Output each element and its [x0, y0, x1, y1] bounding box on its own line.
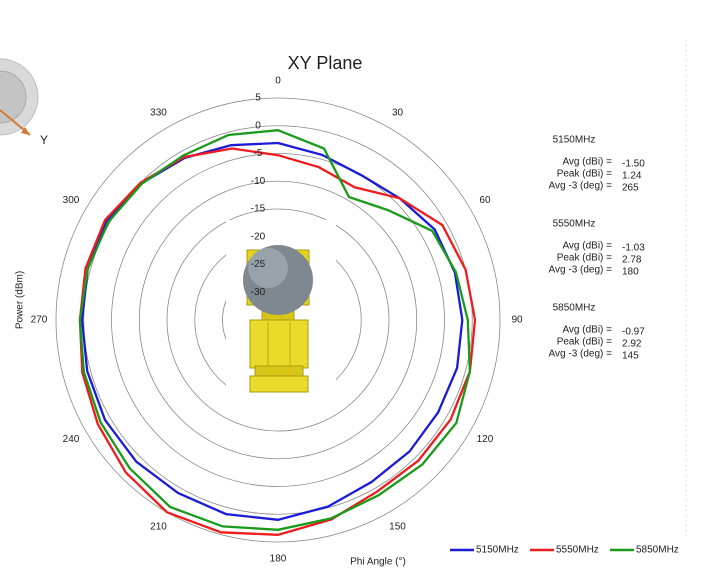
stats-label: Avg -3 (deg) =	[549, 349, 613, 360]
legend-label: 5850MHz	[636, 545, 679, 556]
series-line	[78, 129, 472, 531]
series-line	[78, 147, 477, 536]
antenna-image	[226, 220, 336, 412]
radial-tick-label: 5	[255, 93, 261, 104]
angle-tick-label: 90	[511, 315, 523, 326]
stats-value: 180	[622, 267, 639, 278]
chart-title: XY Plane	[288, 53, 363, 73]
stats-label: Avg -3 (deg) =	[549, 265, 613, 276]
angle-tick-label: 300	[63, 195, 80, 206]
series-line	[80, 141, 464, 521]
radial-tick-label: -15	[251, 204, 266, 215]
stats-panel: 5150MHz Avg (dBi) = -1.50 Peak (dBi) = 1.24 A…	[549, 135, 646, 362]
stats-value: 265	[622, 183, 639, 194]
grid-circle	[111, 153, 445, 487]
angle-tick-label: 30	[392, 108, 404, 119]
radial-tick-label: 0	[255, 120, 261, 131]
angle-tick-label: 240	[63, 434, 80, 445]
radial-tick-labels: 5 0 -5 -10 -15 -20 -25 -30	[251, 93, 266, 298]
series-lines	[78, 129, 477, 536]
legend-label: 5550MHz	[556, 545, 599, 556]
grid-circle	[166, 208, 390, 432]
axis-icon	[0, 58, 39, 136]
stats-label: Avg (dBi) =	[562, 241, 612, 252]
angle-tick-label: 330	[150, 108, 167, 119]
grid-circle	[138, 180, 418, 460]
stats-value: -1.03	[622, 243, 645, 254]
stats-value: 1.24	[622, 171, 642, 182]
angle-tick-label: 180	[270, 554, 287, 565]
legend-label: 5150MHz	[476, 545, 519, 556]
stats-heading: 5850MHz	[553, 303, 596, 314]
stats-value: 2.78	[622, 255, 642, 266]
grid-circle	[55, 97, 501, 543]
stats-value: 2.92	[622, 339, 642, 350]
legend: 5150MHz 5550MHz 5850MHz	[450, 545, 679, 556]
stats-label: Peak (dBi) =	[557, 253, 612, 264]
stats-heading: 5550MHz	[553, 219, 596, 230]
stats-value: 145	[622, 351, 639, 362]
angle-tick-label: 0	[275, 76, 281, 87]
stats-label: Avg (dBi) =	[562, 157, 612, 168]
radial-axis-label: Power (dBm)	[15, 271, 26, 329]
angle-tick-label: 120	[477, 434, 494, 445]
radial-tick-label: -25	[251, 259, 266, 270]
stats-label: Avg -3 (deg) =	[549, 181, 613, 192]
stats-value: -1.50	[622, 159, 645, 170]
radial-tick-label: -20	[251, 231, 266, 242]
stats-label: Peak (dBi) =	[557, 337, 612, 348]
angle-tick-label: 270	[31, 315, 48, 326]
angle-tick-label: 60	[479, 195, 491, 206]
radial-tick-label: -30	[251, 287, 266, 298]
stats-value: -0.97	[622, 327, 645, 338]
stats-label: Peak (dBi) =	[557, 169, 612, 180]
angle-axis-label: Phi Angle (°)	[350, 557, 406, 568]
stats-heading: 5150MHz	[553, 135, 596, 146]
angle-tick-label: 150	[389, 522, 406, 533]
angle-tick-label: 210	[150, 522, 167, 533]
radial-tick-label: -5	[254, 148, 263, 159]
radial-tick-label: -10	[251, 176, 266, 187]
stats-label: Avg (dBi) =	[562, 325, 612, 336]
grid-circle	[83, 125, 473, 515]
axis-icon-label: Y	[40, 133, 48, 147]
